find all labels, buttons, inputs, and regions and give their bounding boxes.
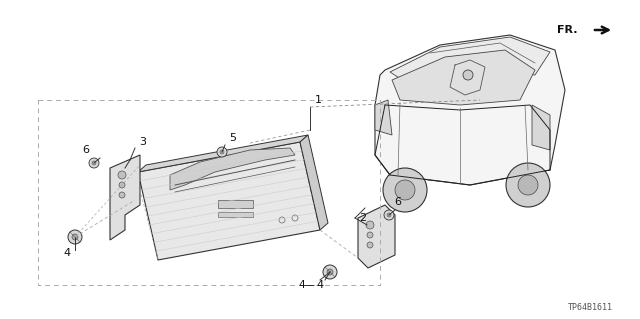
Circle shape bbox=[68, 230, 82, 244]
Circle shape bbox=[383, 168, 427, 212]
Circle shape bbox=[119, 182, 125, 188]
Circle shape bbox=[463, 70, 473, 80]
Circle shape bbox=[518, 175, 538, 195]
Text: 5: 5 bbox=[230, 133, 237, 143]
Circle shape bbox=[119, 192, 125, 198]
Text: 4—: 4— bbox=[298, 280, 315, 290]
Circle shape bbox=[323, 265, 337, 279]
Circle shape bbox=[395, 180, 415, 200]
Polygon shape bbox=[300, 135, 328, 230]
Circle shape bbox=[220, 150, 224, 154]
Circle shape bbox=[217, 147, 227, 157]
Text: 6: 6 bbox=[83, 145, 90, 155]
Text: 6: 6 bbox=[394, 197, 401, 207]
Polygon shape bbox=[358, 205, 395, 268]
Circle shape bbox=[327, 269, 333, 275]
Circle shape bbox=[387, 213, 391, 217]
Circle shape bbox=[118, 171, 126, 179]
Text: 4: 4 bbox=[63, 248, 70, 258]
Polygon shape bbox=[532, 105, 550, 150]
Circle shape bbox=[367, 242, 373, 248]
Circle shape bbox=[367, 232, 373, 238]
Text: 2: 2 bbox=[360, 213, 367, 223]
Polygon shape bbox=[138, 135, 308, 172]
Text: 1: 1 bbox=[314, 95, 321, 105]
Circle shape bbox=[506, 163, 550, 207]
Polygon shape bbox=[392, 50, 535, 105]
Polygon shape bbox=[390, 37, 550, 85]
Circle shape bbox=[89, 158, 99, 168]
Text: 4: 4 bbox=[316, 280, 324, 290]
Circle shape bbox=[72, 234, 78, 240]
Text: TP64B1611: TP64B1611 bbox=[568, 303, 612, 313]
Polygon shape bbox=[375, 35, 565, 185]
Bar bbox=[218, 212, 253, 217]
Polygon shape bbox=[138, 142, 320, 260]
Text: FR.: FR. bbox=[557, 25, 577, 35]
Circle shape bbox=[384, 210, 394, 220]
Circle shape bbox=[366, 221, 374, 229]
Bar bbox=[218, 200, 253, 208]
Circle shape bbox=[92, 161, 96, 165]
Polygon shape bbox=[375, 100, 392, 135]
Text: 3: 3 bbox=[140, 137, 147, 147]
Polygon shape bbox=[110, 155, 140, 240]
Polygon shape bbox=[170, 148, 295, 190]
